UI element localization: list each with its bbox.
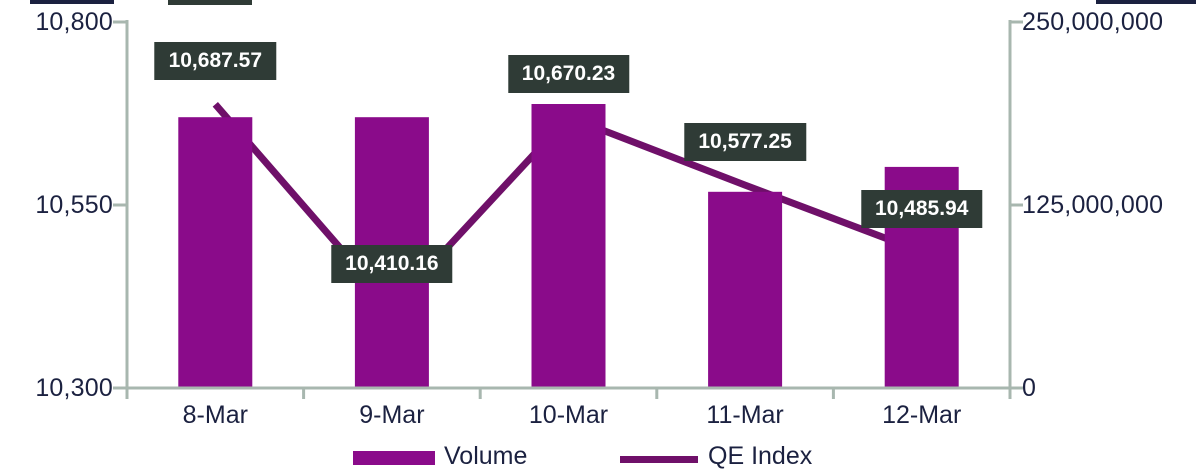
left-axis-tick-label: 10,800 (35, 8, 113, 36)
qe-index-data-label: 10,670.23 (507, 54, 630, 93)
legend-label-qe-index: QE Index (708, 442, 813, 470)
left-axis-tick-label: 10,300 (35, 374, 113, 402)
crop-artifact (1096, 0, 1196, 4)
qe-index-data-label: 10,577.25 (684, 123, 806, 162)
volume-bar-11-Mar (708, 191, 783, 388)
left-axis-tick-label: 10,550 (35, 191, 113, 219)
x-axis-label-9-Mar: 9-Mar (359, 401, 425, 429)
crop-artifact (30, 0, 114, 4)
qe-index-data-label: 10,687.57 (154, 42, 277, 81)
volume-bar-8-Mar (178, 117, 253, 388)
volume-bar-10-Mar (531, 104, 606, 388)
x-axis-label-12-Mar: 12-Mar (882, 401, 962, 429)
crop-artifact (168, 0, 252, 5)
legend-label-volume: Volume (444, 442, 528, 470)
qe-index-data-label: 10,410.16 (331, 245, 453, 284)
right-axis-tick-label: 125,000,000 (1022, 191, 1164, 219)
x-axis-label-10-Mar: 10-Mar (528, 401, 609, 429)
x-axis-label-8-Mar: 8-Mar (182, 401, 248, 429)
qe-index-data-label: 10,485.94 (860, 189, 983, 228)
legend-volume-bar-swatch (353, 451, 435, 465)
legend-qe-index-line-swatch (620, 456, 698, 463)
x-axis-label-11-Mar: 11-Mar (706, 401, 784, 429)
right-axis-tick-label: 0 (1022, 374, 1037, 402)
right-axis-tick-label: 250,000,000 (1022, 8, 1164, 36)
